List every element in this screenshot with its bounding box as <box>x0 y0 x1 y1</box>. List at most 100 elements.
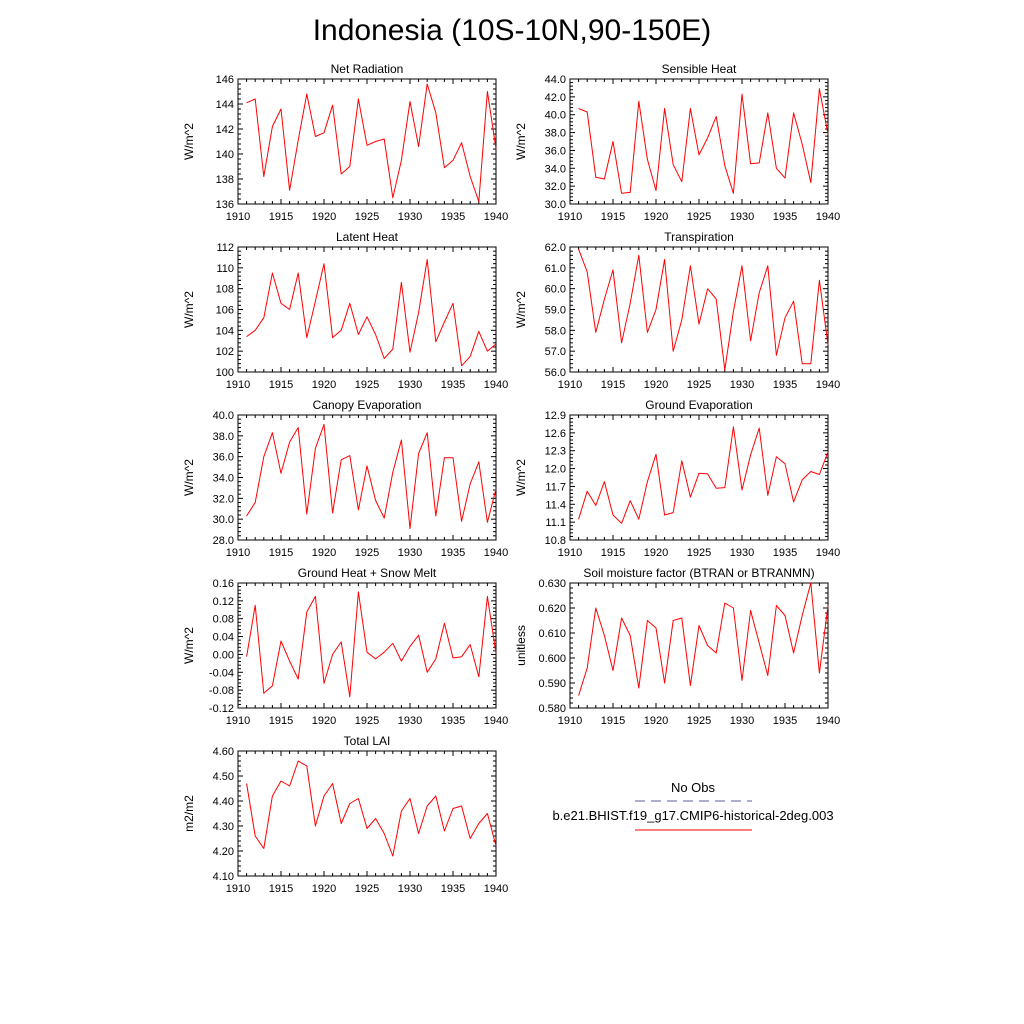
series-line-net-radiation <box>246 83 497 202</box>
plot-frame <box>237 414 497 541</box>
x-tick-label: 1910 <box>226 379 250 391</box>
panel-title: Transpiration <box>664 230 734 244</box>
x-tick-label: 1910 <box>226 715 250 727</box>
panel-sensible-heat: Sensible Heat W/m^2 1910 1915 1920 1925 1930 19… <box>514 62 840 223</box>
x-tick-label: 1940 <box>816 715 840 727</box>
x-tick-label: 1910 <box>558 379 582 391</box>
y-tick-label: 61.0 <box>545 263 566 275</box>
x-tick-label: 1920 <box>312 547 336 559</box>
x-tick-label: 1940 <box>484 883 508 895</box>
x-tick-label: 1925 <box>355 379 379 391</box>
y-tick-label: 59.0 <box>545 305 566 317</box>
x-tick-label: 1925 <box>355 715 379 727</box>
x-tick-label: 1920 <box>644 379 668 391</box>
x-tick-label: 1925 <box>687 379 711 391</box>
x-tick-label: 1940 <box>816 379 840 391</box>
x-tick-label: 1935 <box>773 715 797 727</box>
y-axis-label: W/m^2 <box>514 459 528 496</box>
y-axis-label: W/m^2 <box>182 123 196 160</box>
plot-frame <box>569 414 829 541</box>
x-tick-label: 1930 <box>730 715 754 727</box>
panel-title: Net Radiation <box>331 62 404 76</box>
y-axis-label: W/m^2 <box>514 123 528 160</box>
panel-title: Total LAI <box>344 734 391 748</box>
y-tick-label: 34.0 <box>213 473 234 485</box>
x-tick-label: 1925 <box>687 715 711 727</box>
x-tick-label: 1940 <box>484 547 508 559</box>
x-tick-label: 1915 <box>269 883 293 895</box>
y-tick-label: 11.4 <box>545 499 566 511</box>
x-tick-label: 1915 <box>601 379 625 391</box>
y-tick-label: 32.0 <box>213 493 234 505</box>
x-tick-label: 1910 <box>558 211 582 223</box>
y-tick-label: 0.04 <box>213 632 234 644</box>
x-tick-label: 1920 <box>312 715 336 727</box>
panel-title: Ground Evaporation <box>645 398 752 412</box>
y-tick-label: 4.40 <box>213 796 234 808</box>
y-axis-label: W/m^2 <box>182 627 196 664</box>
y-tick-label: 106 <box>216 305 234 317</box>
y-tick-label: 136 <box>216 199 234 211</box>
y-tick-label: -0.08 <box>209 685 234 697</box>
x-tick-label: 1935 <box>773 547 797 559</box>
y-tick-label: -0.12 <box>209 703 234 715</box>
series-line-ground-heat-snow-melt <box>246 591 497 698</box>
y-tick-label: 0.08 <box>213 614 234 626</box>
chart-panels: Net Radiation W/m^2 1910 1915 1920 1925 1930 19… <box>182 62 840 895</box>
x-tick-label: 1920 <box>644 547 668 559</box>
x-tick-label: 1930 <box>730 211 754 223</box>
x-tick-label: 1915 <box>269 715 293 727</box>
y-tick-label: 38.0 <box>213 431 234 443</box>
y-tick-label: 104 <box>216 325 234 337</box>
panel-canopy-evaporation: Canopy Evaporation W/m^2 1910 1915 1920 1925 1… <box>182 398 508 559</box>
x-tick-label: 1925 <box>355 883 379 895</box>
x-tick-label: 1915 <box>269 379 293 391</box>
x-tick-label: 1925 <box>355 211 379 223</box>
panel-title: Ground Heat + Snow Melt <box>298 566 437 580</box>
y-tick-label: 144 <box>216 99 234 111</box>
x-tick-label: 1940 <box>484 211 508 223</box>
x-tick-label: 1910 <box>226 883 250 895</box>
y-tick-label: 0.580 <box>538 703 566 715</box>
y-tick-label: 100 <box>216 367 234 379</box>
y-tick-label: 12.0 <box>545 464 566 476</box>
x-tick-label: 1935 <box>773 211 797 223</box>
panel-latent-heat: Latent Heat W/m^2 1910 1915 1920 1925 1930 1935… <box>182 230 508 391</box>
y-tick-label: 40.0 <box>545 110 566 122</box>
x-tick-label: 1915 <box>601 715 625 727</box>
panel-ground-heat-snow-melt: Ground Heat + Snow Melt W/m^2 1910 1915 1920… <box>182 566 508 727</box>
x-tick-label: 1910 <box>226 547 250 559</box>
series-line-sensible-heat <box>578 88 829 194</box>
y-tick-label: 40.0 <box>213 410 234 422</box>
x-tick-label: 1935 <box>441 715 465 727</box>
plot-frame <box>237 750 497 877</box>
y-tick-label: 36.0 <box>213 452 234 464</box>
x-tick-label: 1940 <box>816 547 840 559</box>
y-tick-label: 12.6 <box>545 428 566 440</box>
y-tick-label: 0.620 <box>538 603 566 615</box>
panel-title: Sensible Heat <box>662 62 737 76</box>
plot-frame <box>237 246 497 373</box>
y-tick-label: 10.8 <box>545 535 566 547</box>
y-tick-label: 110 <box>216 263 234 275</box>
x-tick-label: 1910 <box>226 211 250 223</box>
x-tick-label: 1925 <box>687 547 711 559</box>
panel-net-radiation: Net Radiation W/m^2 1910 1915 1920 1925 1930 19… <box>182 62 508 223</box>
x-tick-label: 1935 <box>441 211 465 223</box>
panel-title: Soil moisture factor (BTRAN or BTRANMN) <box>583 566 814 580</box>
series-line-transpiration <box>578 248 829 371</box>
y-tick-label: -0.04 <box>209 667 234 679</box>
x-tick-label: 1930 <box>730 379 754 391</box>
y-tick-label: 44.0 <box>545 74 566 86</box>
y-tick-label: 140 <box>216 149 234 161</box>
x-tick-label: 1930 <box>398 547 422 559</box>
y-axis-label: m2/m2 <box>182 795 196 832</box>
series-line-soil-moisture-factor-btran-or-btranmn <box>578 582 829 696</box>
series-line-ground-evaporation <box>578 426 829 524</box>
y-tick-label: 12.9 <box>545 410 566 422</box>
x-tick-label: 1910 <box>558 715 582 727</box>
x-tick-label: 1935 <box>441 379 465 391</box>
x-tick-label: 1940 <box>816 211 840 223</box>
y-tick-label: 0.610 <box>538 628 566 640</box>
legend-obs-label: No Obs <box>671 780 716 795</box>
